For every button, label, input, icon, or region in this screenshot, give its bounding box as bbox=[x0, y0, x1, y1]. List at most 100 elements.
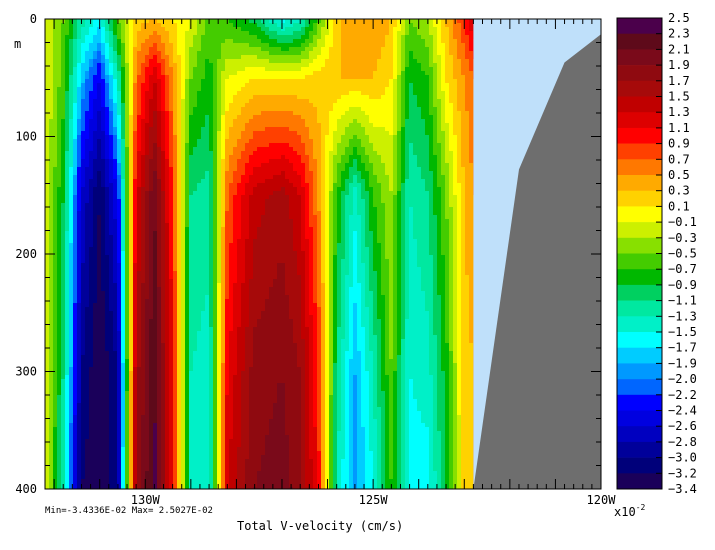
field-cell bbox=[109, 111, 114, 116]
field-cell bbox=[297, 79, 302, 84]
field-cell bbox=[169, 31, 174, 36]
field-cell bbox=[293, 83, 298, 88]
field-cell bbox=[293, 51, 298, 56]
field-cell bbox=[57, 67, 62, 72]
field-cell bbox=[313, 75, 318, 80]
field-cell bbox=[249, 91, 254, 96]
field-cell bbox=[325, 91, 330, 96]
field-cell bbox=[397, 135, 402, 140]
field-cell bbox=[161, 175, 166, 180]
field-cell bbox=[345, 87, 350, 92]
field-cell bbox=[329, 191, 334, 196]
field-cell bbox=[381, 43, 386, 48]
field-cell bbox=[117, 63, 122, 68]
field-cell bbox=[53, 75, 58, 80]
field-cell bbox=[297, 187, 302, 192]
field-cell bbox=[389, 103, 394, 108]
field-cell bbox=[349, 51, 354, 56]
field-cell bbox=[317, 163, 322, 168]
field-cell bbox=[437, 43, 442, 48]
field-cell bbox=[397, 75, 402, 80]
field-cell bbox=[453, 91, 458, 96]
field-cell bbox=[285, 55, 290, 60]
field-cell bbox=[45, 163, 50, 168]
field-cell bbox=[401, 35, 406, 40]
field-cell bbox=[349, 111, 354, 116]
field-cell bbox=[409, 95, 414, 100]
field-cell bbox=[69, 103, 74, 108]
field-cell bbox=[357, 139, 362, 144]
field-cell bbox=[457, 91, 462, 96]
field-cell bbox=[169, 87, 174, 92]
field-cell bbox=[49, 19, 54, 24]
field-cell bbox=[429, 155, 434, 160]
field-cell bbox=[253, 175, 258, 180]
field-cell bbox=[441, 19, 446, 24]
field-cell bbox=[345, 135, 350, 140]
field-cell bbox=[205, 39, 210, 44]
field-cell bbox=[349, 159, 354, 164]
field-cell bbox=[393, 143, 398, 148]
field-cell bbox=[221, 35, 226, 40]
field-cell bbox=[225, 63, 230, 68]
field-cell bbox=[337, 23, 342, 28]
field-cell bbox=[269, 75, 274, 80]
field-cell bbox=[253, 131, 258, 136]
field-cell bbox=[141, 99, 146, 104]
field-cell bbox=[337, 35, 342, 40]
field-cell bbox=[89, 79, 94, 84]
field-cell bbox=[397, 83, 402, 88]
field-cell bbox=[97, 99, 102, 104]
field-cell bbox=[137, 203, 142, 208]
field-cell bbox=[245, 107, 250, 112]
field-cell bbox=[225, 103, 230, 108]
field-cell bbox=[321, 47, 326, 52]
field-cell bbox=[309, 35, 314, 40]
field-cell bbox=[393, 39, 398, 44]
field-cell bbox=[445, 115, 450, 120]
field-cell bbox=[337, 127, 342, 132]
field-cell bbox=[225, 171, 230, 176]
field-cell bbox=[137, 67, 142, 72]
field-cell bbox=[185, 127, 190, 132]
field-cell bbox=[121, 31, 126, 36]
field-cell bbox=[361, 171, 366, 176]
field-cell bbox=[333, 95, 338, 100]
field-cell bbox=[321, 195, 326, 200]
field-cell bbox=[325, 151, 330, 156]
field-cell bbox=[309, 103, 314, 108]
field-cell bbox=[413, 71, 418, 76]
field-cell bbox=[449, 191, 454, 196]
field-cell bbox=[233, 31, 238, 36]
field-cell bbox=[225, 119, 230, 124]
field-cell bbox=[197, 155, 202, 160]
field-cell bbox=[265, 107, 270, 112]
field-cell bbox=[337, 47, 342, 52]
field-cell bbox=[217, 47, 222, 52]
field-cell bbox=[397, 95, 402, 100]
field-cell bbox=[81, 19, 86, 24]
field-cell bbox=[49, 115, 54, 120]
field-cell bbox=[177, 191, 182, 196]
field-cell bbox=[257, 195, 262, 200]
field-cell bbox=[233, 187, 238, 192]
field-cell bbox=[369, 111, 374, 116]
field-cell bbox=[349, 167, 354, 172]
field-cell bbox=[73, 147, 78, 152]
field-cell bbox=[229, 199, 234, 204]
field-cell bbox=[77, 95, 82, 100]
field-cell bbox=[77, 151, 82, 156]
field-cell bbox=[93, 143, 98, 148]
field-cell bbox=[181, 111, 186, 116]
field-cell bbox=[457, 23, 462, 28]
field-cell bbox=[197, 115, 202, 120]
field-cell bbox=[121, 199, 126, 204]
field-cell bbox=[465, 155, 470, 160]
field-cell bbox=[53, 63, 58, 68]
field-cell bbox=[289, 23, 294, 28]
field-cell bbox=[133, 135, 138, 140]
field-cell bbox=[165, 99, 170, 104]
field-cell bbox=[125, 39, 130, 44]
field-cell bbox=[321, 171, 326, 176]
field-cell bbox=[301, 163, 306, 168]
